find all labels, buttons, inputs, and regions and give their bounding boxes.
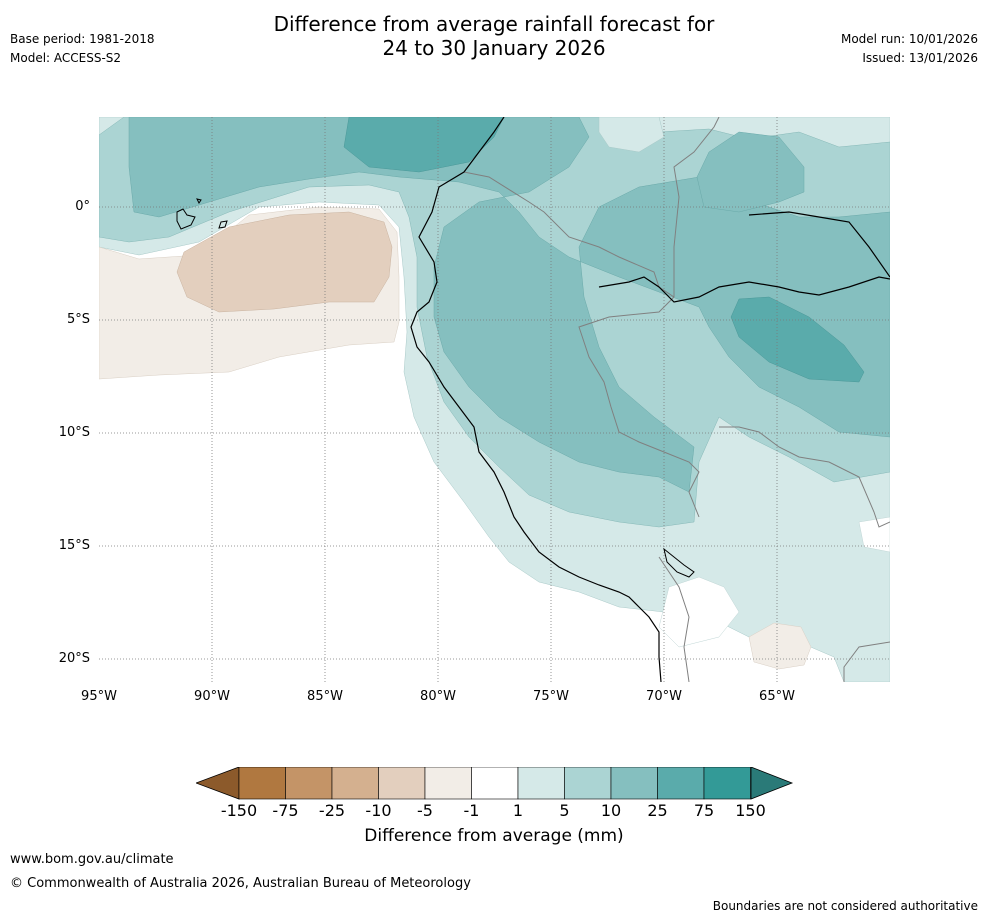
legend-arrow-right [750, 767, 794, 800]
footer-copyright: © Commonwealth of Australia 2026, Austra… [10, 876, 471, 891]
legend-tick-0: -150 [220, 801, 258, 820]
country-borders [463, 117, 890, 682]
legend-title: Difference from average (mm) [364, 826, 624, 846]
model-name: Model: ACCESS-S2 [10, 51, 122, 65]
lat-label-0: 0° [75, 199, 90, 214]
legend-cell-0 [238, 767, 286, 800]
legend-cell-1 [285, 767, 333, 800]
lat-label-15s: 15°S [58, 538, 90, 553]
lon-label-75w: 75°W [533, 689, 569, 704]
legend-cell-3 [378, 767, 426, 800]
graticule [99, 117, 890, 682]
legend-tick-2: -25 [318, 801, 346, 820]
legend-tick-3: -10 [365, 801, 392, 820]
legend-cell-9 [657, 767, 705, 800]
legend-arrow-left [196, 767, 240, 800]
legend-tick-4: -5 [417, 801, 433, 820]
legend-cell-5 [471, 767, 519, 800]
legend-tick-11: 150 [735, 801, 766, 820]
model-run: Model run: 10/01/2026 [840, 32, 978, 46]
legend-cell-2 [331, 767, 379, 800]
lon-label-95w: 95°W [81, 689, 117, 704]
lon-label-70w: 70°W [646, 689, 682, 704]
legend-tick-10: 75 [693, 801, 715, 820]
lake-titicaca [663, 547, 695, 578]
meta-right: Model run: 10/01/2026 Issued: 13/01/2026 [841, 30, 978, 68]
coastline [410, 117, 890, 682]
issued-date: Issued: 13/01/2026 [862, 51, 978, 65]
legend-colorbar [196, 767, 794, 800]
lat-label-10s: 10°S [58, 425, 90, 440]
legend-cell-8 [610, 767, 658, 800]
footer-url: www.bom.gov.au/climate [10, 852, 174, 867]
legend-tick-5: -1 [463, 801, 480, 820]
lat-label-20s: 20°S [58, 651, 90, 666]
zone-neutral-south [658, 576, 740, 648]
chart-title: Difference from average rainfall forecas… [0, 12, 988, 60]
legend-tick-6: 1 [512, 801, 524, 820]
legend-cell-10 [703, 767, 751, 800]
lon-label-85w: 85°W [307, 689, 343, 704]
footer-disclaimer: Boundaries are not considered authoritat… [712, 899, 978, 913]
galapagos-islands [176, 198, 228, 230]
base-period: Base period: 1981-2018 [10, 32, 155, 46]
legend-tick-7: 5 [559, 801, 570, 820]
zone-dry-5-10 [176, 211, 393, 313]
legend-cell-6 [517, 767, 565, 800]
legend-cell-4 [424, 767, 472, 800]
meta-left: Base period: 1981-2018 Model: ACCESS-S2 [10, 30, 155, 68]
legend-tick-9: 25 [647, 801, 668, 820]
lat-label-5s: 5°S [66, 312, 90, 327]
legend-tick-8: 10 [600, 801, 622, 820]
title-line-1: Difference from average rainfall forecas… [273, 12, 715, 36]
zone-wet-1-5-northeast [598, 117, 665, 153]
legend-cells [238, 767, 751, 800]
title-line-2: 24 to 30 January 2026 [382, 36, 606, 60]
rainfall-map [99, 117, 890, 682]
zone-dry-south [748, 622, 812, 670]
lon-label-90w: 90°W [194, 689, 230, 704]
lon-label-80w: 80°W [420, 689, 456, 704]
zone-wet-25-75-east [730, 296, 865, 383]
legend-tick-1: -75 [272, 801, 299, 820]
legend-cell-7 [564, 767, 612, 800]
lon-label-65w: 65°W [759, 689, 795, 704]
